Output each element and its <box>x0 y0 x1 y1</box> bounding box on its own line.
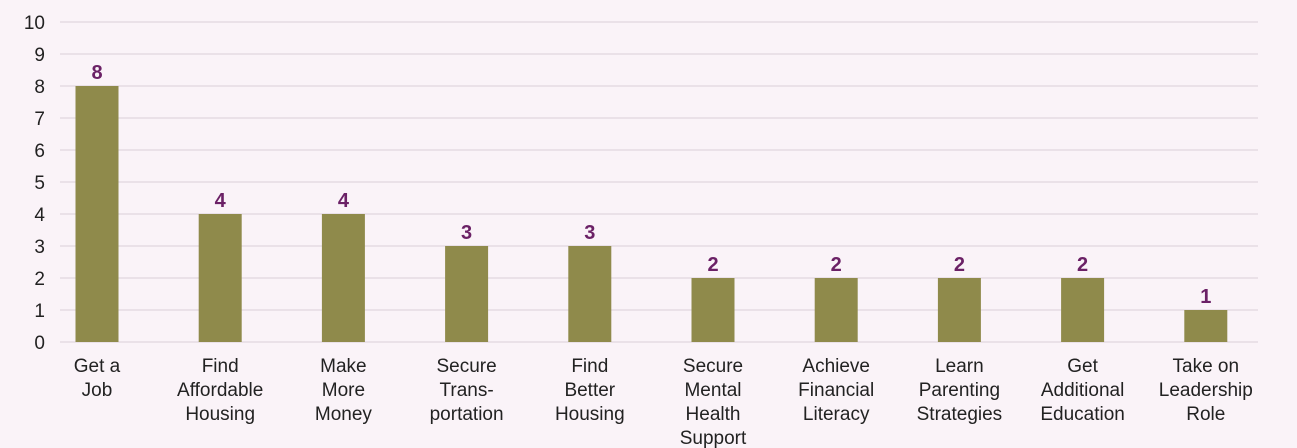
y-tick-label: 10 <box>24 13 45 34</box>
x-tick-label: Education <box>1040 404 1125 425</box>
x-tick-label: portation <box>430 404 504 425</box>
x-tick-label: Secure <box>683 356 743 377</box>
x-tick-label: Secure <box>436 356 496 377</box>
value-label: 3 <box>461 222 472 244</box>
value-label: 4 <box>215 190 227 212</box>
x-tick-label: Better <box>564 380 615 401</box>
x-tick-label: Find <box>571 356 608 377</box>
bar <box>1061 278 1105 342</box>
bar <box>937 278 981 342</box>
x-tick-label: Affordable <box>177 380 263 401</box>
value-label: 2 <box>707 254 718 276</box>
y-tick-label: 0 <box>34 333 45 354</box>
x-tick-label: Role <box>1186 404 1225 425</box>
x-tick-label: Make <box>320 356 366 377</box>
bar <box>568 246 612 342</box>
bar <box>198 214 242 342</box>
x-tick-label: Parenting <box>919 380 1000 401</box>
x-tick-label: Support <box>680 428 747 448</box>
y-tick-label: 5 <box>34 173 45 194</box>
x-tick-label: Additional <box>1041 380 1124 401</box>
x-tick-label: Health <box>686 404 741 425</box>
y-tick-label: 4 <box>34 205 45 226</box>
value-label: 3 <box>584 222 595 244</box>
x-tick-label: Strategies <box>917 404 1003 425</box>
x-tick-label: Housing <box>185 404 255 425</box>
y-tick-label: 2 <box>34 269 45 290</box>
bar <box>445 246 489 342</box>
bar <box>1184 310 1228 342</box>
value-label: 1 <box>1200 286 1211 308</box>
y-tick-label: 3 <box>34 237 45 258</box>
x-tick-label: Money <box>315 404 373 425</box>
x-tick-label: Leadership <box>1159 380 1253 401</box>
y-tick-label: 1 <box>34 301 45 322</box>
bar <box>814 278 858 342</box>
x-tick-label: Take on <box>1173 356 1240 377</box>
value-label: 2 <box>954 254 965 276</box>
x-tick-label: Get a <box>74 356 121 377</box>
bar <box>691 278 735 342</box>
y-tick-label: 9 <box>34 45 45 66</box>
y-tick-label: 6 <box>34 141 45 162</box>
x-tick-label: Achieve <box>802 356 870 377</box>
y-tick-label: 7 <box>34 109 45 130</box>
value-label: 8 <box>91 62 102 84</box>
x-tick-label: Find <box>202 356 239 377</box>
x-tick-label: Financial <box>798 380 874 401</box>
value-label: 2 <box>1077 254 1088 276</box>
value-label: 2 <box>831 254 842 276</box>
bar <box>321 214 365 342</box>
x-tick-label: Housing <box>555 404 625 425</box>
x-tick-label: Mental <box>684 380 741 401</box>
x-tick-label: Learn <box>935 356 984 377</box>
x-tick-label: Literacy <box>803 404 870 425</box>
y-tick-label: 8 <box>34 77 45 98</box>
value-label: 4 <box>338 190 350 212</box>
bar <box>75 86 119 342</box>
x-tick-label: Trans- <box>439 380 493 401</box>
x-tick-label: Get <box>1067 356 1098 377</box>
x-tick-label: Job <box>82 380 113 401</box>
x-tick-label: More <box>322 380 365 401</box>
